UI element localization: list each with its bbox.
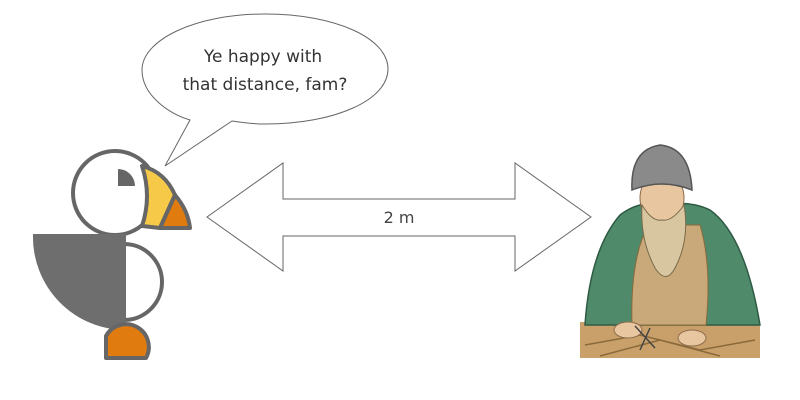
puffin-figure xyxy=(32,149,192,360)
speech-bubble-shape xyxy=(141,13,389,167)
double-arrow-shape xyxy=(206,162,592,272)
puffin-wing xyxy=(32,234,126,330)
portrait-hat xyxy=(631,144,693,192)
distance-label: 2 m xyxy=(384,208,415,227)
portrait-table-lines xyxy=(584,334,756,357)
distance-arrow: 2 m xyxy=(206,162,592,272)
portrait-right-hand xyxy=(677,329,707,347)
puffin-foot xyxy=(104,322,151,360)
scholar-portrait xyxy=(580,144,761,358)
portrait-compass xyxy=(634,325,656,351)
speech-bubble: Ye happy with that distance, fam? xyxy=(141,13,389,167)
speech-bubble-line-2: that distance, fam? xyxy=(183,75,348,95)
speech-bubble-line-1: Ye happy with xyxy=(203,47,322,67)
puffin-eye-icon xyxy=(118,169,135,186)
portrait-table xyxy=(580,322,760,358)
puffin-beak-orange xyxy=(158,193,192,230)
portrait-beard xyxy=(641,203,687,277)
